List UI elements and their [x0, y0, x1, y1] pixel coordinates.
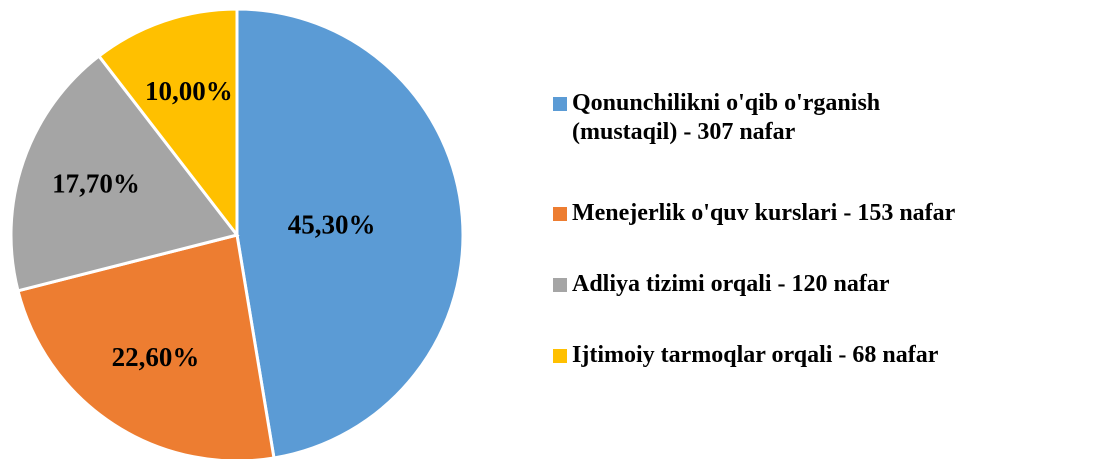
data-label: 22,60%	[112, 342, 200, 372]
legend-label: Qonunchilikni o'qib o'rganish (mustaqil)…	[572, 90, 881, 145]
legend-label: Ijtimoiy tarmoqlar orqali - 68 nafar	[572, 342, 939, 368]
legend: Qonunchilikni o'qib o'rganish (mustaqil)…	[553, 89, 955, 370]
pie-slice	[96, 7, 239, 240]
legend-swatch	[553, 207, 567, 221]
pie-slice	[16, 233, 276, 459]
data-label: 45,30%	[288, 209, 376, 239]
pie-slice	[235, 7, 465, 459]
data-label: 10,00%	[145, 76, 233, 106]
legend-label: Menejerlik o'quv kurslari - 153 nafar	[572, 200, 956, 226]
legend-swatch	[553, 349, 567, 363]
pie-area: 45,30% 22,60% 17,70% 10,00%	[9, 7, 465, 459]
legend-swatch	[553, 97, 567, 111]
data-label: 17,70%	[52, 169, 140, 199]
legend-item: Ijtimoiy tarmoqlar orqali - 68 nafar	[553, 341, 955, 370]
legend-item: Qonunchilikni o'qib o'rganish (mustaqil)…	[553, 89, 955, 147]
legend-item: Adliya tizimi orqali - 120 nafar	[553, 270, 955, 299]
legend-swatch	[553, 278, 567, 292]
legend-label: Adliya tizimi orqali - 120 nafar	[572, 271, 890, 297]
legend-item: Menejerlik o'quv kurslari - 153 nafar	[553, 199, 955, 228]
pie-slice	[9, 53, 240, 293]
